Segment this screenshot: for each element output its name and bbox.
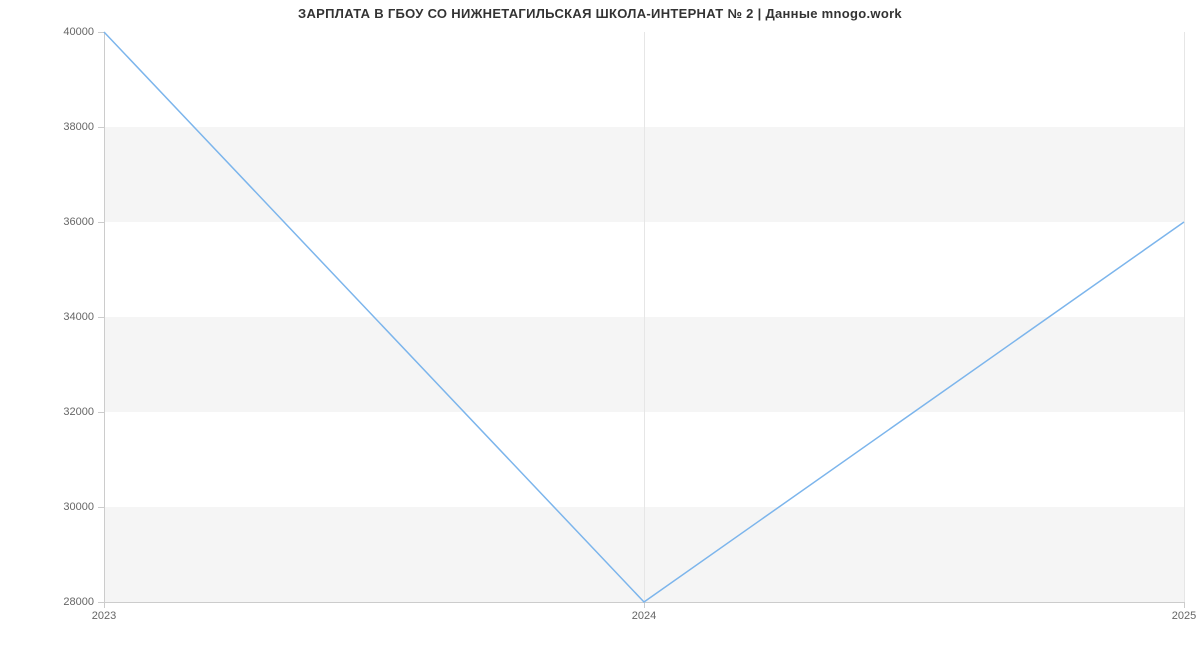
x-tick <box>1184 602 1185 608</box>
y-tick-label: 38000 <box>63 121 94 133</box>
x-tick-label: 2024 <box>632 610 656 622</box>
y-tick-label: 36000 <box>63 216 94 228</box>
chart-container: ЗАРПЛАТА В ГБОУ СО НИЖНЕТАГИЛЬСКАЯ ШКОЛА… <box>0 0 1200 650</box>
plot-area: 2800030000320003400036000380004000020232… <box>104 32 1184 602</box>
chart-title: ЗАРПЛАТА В ГБОУ СО НИЖНЕТАГИЛЬСКАЯ ШКОЛА… <box>0 0 1200 21</box>
x-tick-label: 2025 <box>1172 610 1196 622</box>
y-tick-label: 40000 <box>63 26 94 38</box>
grid-vertical <box>1184 32 1185 602</box>
line-series <box>104 32 1184 602</box>
y-tick-label: 30000 <box>63 501 94 513</box>
x-tick-label: 2023 <box>92 610 116 622</box>
y-tick-label: 34000 <box>63 311 94 323</box>
y-tick-label: 28000 <box>63 596 94 608</box>
y-tick-label: 32000 <box>63 406 94 418</box>
